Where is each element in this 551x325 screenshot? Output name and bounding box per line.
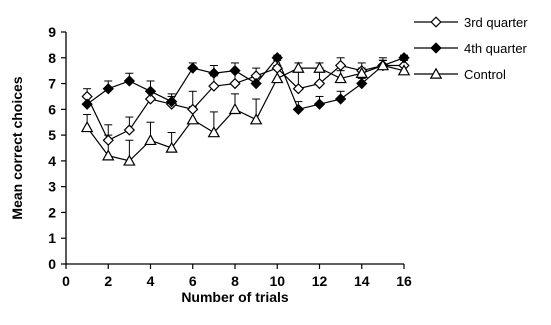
x-tick-label: 10 [269,273,285,289]
x-tick-label: 0 [62,273,70,289]
3rd-quarter-point [123,124,136,136]
4th-quarter-point [208,67,220,79]
3rd-quarter-point [334,59,347,72]
control-point [102,149,115,161]
4th-quarter-point [229,65,241,77]
legend-marker-4th-quarter [430,42,442,54]
4th-quarter-point [313,98,326,110]
y-axis-title: Mean correct choices [9,76,25,219]
4th-quarter-point [123,75,136,87]
4th-quarter-point [271,52,283,64]
x-tick-label: 8 [231,273,239,289]
x-tick-label: 16 [396,273,412,289]
4th-quarter-point [165,95,178,108]
x-tick-label: 6 [189,273,197,289]
control-point [334,71,347,84]
y-tick-label: 5 [48,127,56,143]
4th-quarter-point [250,77,262,90]
4th-quarter-point [81,98,93,110]
y-tick-label: 9 [48,24,56,40]
4th-quarter-point [356,77,368,90]
4th-quarter-point [187,62,199,74]
y-tick-label: 2 [48,204,56,220]
control-point [355,66,368,79]
3rd-quarter-point [229,77,241,90]
control-point [376,59,390,71]
control-point [144,133,157,146]
control-point [313,61,326,73]
control-point [249,113,263,125]
x-axis-title: Number of trials [181,289,289,305]
control-point [397,64,411,76]
chart-legend: 3rd quarter 4th quarter Control [414,15,528,82]
4th-quarter-point [144,85,157,97]
control-line [86,64,405,162]
control-point [228,102,242,115]
y-tick-label: 4 [48,153,56,169]
control-point [165,141,178,153]
y-tick-label: 7 [48,76,56,92]
3rd-quarter-line [86,64,404,142]
x-tick-label: 2 [104,273,112,289]
4th-quarter-line [86,56,405,111]
y-tick-label: 0 [48,256,56,272]
y-tick-label: 1 [48,230,56,246]
control-point [207,126,221,138]
3rd-quarter-point [102,134,114,146]
control-point [80,120,94,133]
legend-label-3rd-quarter: 3rd quarter [464,15,528,30]
control-point [123,154,136,166]
y-tick-label: 3 [48,179,56,195]
control-point [186,113,199,125]
x-tick-label: 14 [354,273,370,289]
legend-label-4th-quarter: 4th quarter [464,41,528,56]
y-tick-label: 8 [48,50,56,66]
4th-quarter-point [334,93,347,105]
3rd-quarter-point [313,77,326,90]
legend-label-control: Control [464,67,506,82]
chart-axes [61,31,405,269]
4th-quarter-point [398,52,410,64]
3rd-quarter-point [292,83,305,95]
4th-quarter-point [102,83,114,95]
x-tick-label: 4 [147,273,155,289]
x-tick-label: 12 [312,273,328,289]
control-point [292,61,305,73]
control-point [271,71,284,84]
y-tick-label: 6 [48,101,56,117]
3rd-quarter-point [144,93,157,105]
4th-quarter-point [292,103,305,115]
3rd-quarter-point [208,80,220,92]
series-markers [80,52,411,166]
legend-marker-3rd-quarter [430,16,442,28]
legend-marker-control [429,67,443,79]
series-lines [86,56,405,162]
